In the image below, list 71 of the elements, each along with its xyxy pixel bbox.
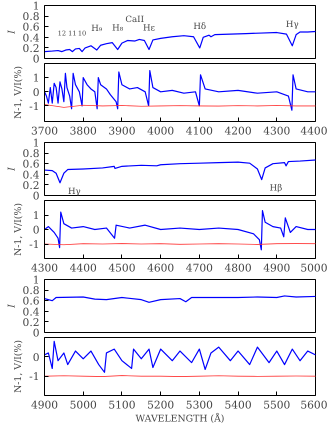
- y-tick-label: 0.2: [22, 42, 40, 55]
- y-tick-label: 0: [32, 190, 40, 202]
- x-tick-label: 5200: [147, 398, 174, 412]
- y-tick-label: 0.4: [22, 168, 40, 182]
- y-tick-label: 1: [32, 136, 40, 150]
- y-axis-title: N-1, V/I(%): [13, 203, 24, 256]
- x-tick-label: 4900: [30, 398, 58, 412]
- y-tick-label: 0.8: [22, 284, 40, 298]
- x-tick-label: 4800: [224, 262, 252, 274]
- y-tick-label: 1: [32, 209, 40, 222]
- annotation: Hε: [143, 23, 156, 34]
- x-tick-label: 5600: [300, 398, 327, 412]
- x-tick-label: 3900: [108, 124, 136, 138]
- x-tick-label: 3700: [30, 124, 58, 138]
- x-tick-label: 5000: [300, 262, 327, 274]
- x-tick-label: 5100: [108, 398, 136, 412]
- y-tick-label: 0.6: [22, 20, 40, 34]
- y-axis-title: I: [6, 304, 18, 309]
- x-axis-title: WAVELENGTH (Å): [136, 412, 224, 424]
- x-tick-label: 4100: [186, 124, 214, 138]
- x-tick-label: 3800: [70, 124, 97, 138]
- annotation: Hγ: [68, 186, 81, 197]
- y-tick-label: -1: [29, 238, 40, 251]
- x-tick-label: 4900: [263, 262, 291, 274]
- annotation: Hγ: [286, 20, 299, 30]
- line-series: [44, 295, 316, 303]
- x-tick-label: 4500: [108, 262, 136, 274]
- y-tick-label: 1: [32, 0, 40, 12]
- annotation: H₈: [112, 23, 124, 34]
- y-tick-label: 0.2: [22, 178, 40, 192]
- x-tick-label: 4200: [224, 124, 252, 138]
- y-axis-title: I: [6, 166, 18, 172]
- x-tick-label: 5000: [70, 398, 97, 412]
- y-axis-title: I: [6, 30, 18, 35]
- line-series: [44, 30, 316, 52]
- y-axis-title: N-1, V/I(%): [13, 340, 24, 393]
- y-tick-label: -1: [29, 100, 40, 113]
- y-tick-label: 0.8: [22, 147, 40, 160]
- y-tick-label: 0: [32, 350, 40, 364]
- annotation: Hδ: [193, 22, 206, 32]
- y-tick-label: 0.6: [22, 294, 40, 308]
- line-series: [44, 159, 316, 184]
- y-tick-label: 0.4: [22, 305, 40, 318]
- x-tick-label: 4700: [186, 262, 214, 274]
- y-tick-label: -1: [29, 370, 40, 384]
- y-tick-label: 1: [32, 274, 40, 286]
- line-series: [44, 70, 316, 111]
- x-tick-label: 5400: [224, 398, 252, 412]
- x-tick-label: 5500: [263, 398, 291, 412]
- annotation: CaII: [125, 15, 144, 26]
- y-tick-label: 0.4: [22, 31, 40, 44]
- annotation: H₉: [91, 24, 103, 34]
- y-tick-label: 0.8: [22, 10, 40, 24]
- y-tick-label: 0: [32, 326, 40, 340]
- x-tick-label: 4000: [147, 124, 174, 138]
- x-tick-label: 4400: [300, 124, 327, 138]
- x-tick-label: 5300: [186, 398, 214, 412]
- line-series: [44, 340, 316, 373]
- y-tick-label: 1: [32, 72, 40, 85]
- annotation: Hβ: [270, 184, 282, 194]
- x-tick-label: 4600: [147, 262, 174, 274]
- y-tick-label: 0: [32, 224, 40, 236]
- y-tick-label: 0: [32, 86, 40, 99]
- x-tick-label: 4300: [263, 124, 291, 138]
- line-series: [44, 210, 316, 250]
- x-tick-label: 4400: [70, 262, 97, 274]
- y-tick-label: 0.2: [22, 316, 40, 329]
- x-tick-label: 4300: [30, 262, 58, 274]
- y-tick-label: 0: [32, 52, 40, 66]
- y-axis-title: N-1, V/I(%): [13, 66, 24, 119]
- y-tick-label: 0.6: [22, 158, 40, 171]
